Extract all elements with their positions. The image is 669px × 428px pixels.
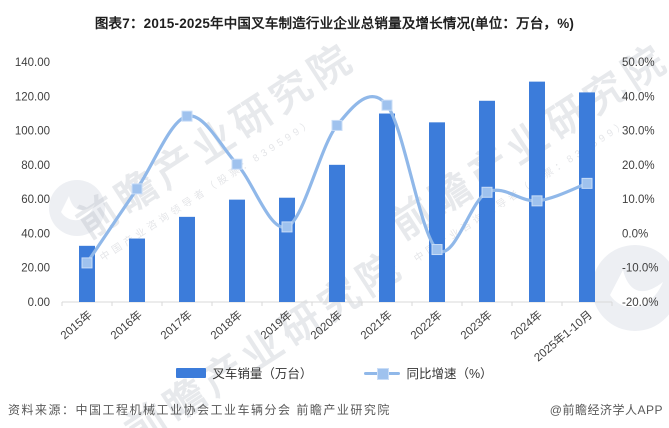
legend-item-bar-series[interactable]: 叉车销量（万台） xyxy=(176,363,312,382)
growth-marker-2018年 xyxy=(231,158,243,170)
bar-2020年 xyxy=(329,164,345,302)
growth-marker-2021年 xyxy=(381,99,393,111)
right-axis-tick-label: -20.0% xyxy=(622,297,658,309)
growth-marker-2019年 xyxy=(281,221,293,233)
left-axis-tick-label: 80.00 xyxy=(21,160,50,172)
chart-title: 图表7：2015-2025年中国叉车制造行业企业总销量及增长情况(单位：万台，%… xyxy=(94,16,575,31)
credit-text: @前瞻经济学人APP xyxy=(549,403,663,417)
x-axis-label: 2018年 xyxy=(208,308,245,343)
bar-2019年 xyxy=(279,197,295,302)
growth-marker-2023年 xyxy=(481,186,493,198)
bar-2016年 xyxy=(129,238,145,302)
right-axis-tick-label: 30.0% xyxy=(622,126,655,138)
right-axis-tick-label: 20.0% xyxy=(622,160,655,172)
left-axis-tick-label: 0.00 xyxy=(28,297,50,309)
line-series-label: 同比增速（%） xyxy=(406,367,493,381)
left-axis-tick-label: 100.00 xyxy=(15,126,50,138)
line-swatch-marker xyxy=(377,367,390,380)
bar-series-swatch xyxy=(176,367,207,378)
growth-marker-2017年 xyxy=(181,110,193,122)
x-axis-label: 2020年 xyxy=(308,308,345,343)
chart-legend: 叉车销量（万台） 同比增速（%） xyxy=(0,363,669,382)
left-axis-tick-label: 60.00 xyxy=(21,194,50,206)
right-axis-tick-label: -10.0% xyxy=(622,263,658,275)
x-axis-label: 2024年 xyxy=(508,308,545,343)
right-axis-tick-label: 40.0% xyxy=(622,91,655,103)
growth-marker-2020年 xyxy=(331,119,343,131)
growth-marker-2022年 xyxy=(431,244,443,256)
x-axis-label: 2022年 xyxy=(408,308,445,343)
x-axis-label: 2021年 xyxy=(358,308,395,343)
growth-marker-2015年 xyxy=(81,257,93,269)
right-axis-tick-label: 0.0% xyxy=(622,228,648,240)
x-axis-label: 2023年 xyxy=(458,308,495,343)
right-axis-tick-label: 50.0% xyxy=(622,57,655,69)
x-axis-label: 2016年 xyxy=(108,308,145,343)
x-axis-label: 2015年 xyxy=(58,308,95,343)
line-series-swatch xyxy=(364,367,401,380)
bar-2022年 xyxy=(429,122,445,302)
bar-2023年 xyxy=(479,100,495,302)
data-source-text: 资料来源：中国工程机械工业协会工业车辆分会 前瞻产业研究院 xyxy=(8,403,391,417)
x-axis-label: 2017年 xyxy=(158,308,195,343)
left-axis-tick-label: 140.00 xyxy=(15,57,50,69)
left-axis-tick-label: 120.00 xyxy=(15,91,50,103)
x-axis-label: 2019年 xyxy=(258,308,295,343)
left-axis-tick-label: 40.00 xyxy=(21,228,50,240)
bar-2025年1-10月 xyxy=(579,92,595,302)
left-axis-tick-label: 20.00 xyxy=(21,263,50,275)
growth-marker-2025年1-10月 xyxy=(581,177,593,189)
bar-2018年 xyxy=(229,199,245,302)
bar-2021年 xyxy=(379,113,395,302)
growth-marker-2016年 xyxy=(131,183,143,195)
bar-2017年 xyxy=(179,216,195,302)
right-axis-tick-label: 10.0% xyxy=(622,194,655,206)
legend-item-line-series[interactable]: 同比增速（%） xyxy=(364,363,493,382)
growth-marker-2024年 xyxy=(531,195,543,207)
bar-series-label: 叉车销量（万台） xyxy=(212,367,313,381)
bar-2024年 xyxy=(529,81,545,302)
